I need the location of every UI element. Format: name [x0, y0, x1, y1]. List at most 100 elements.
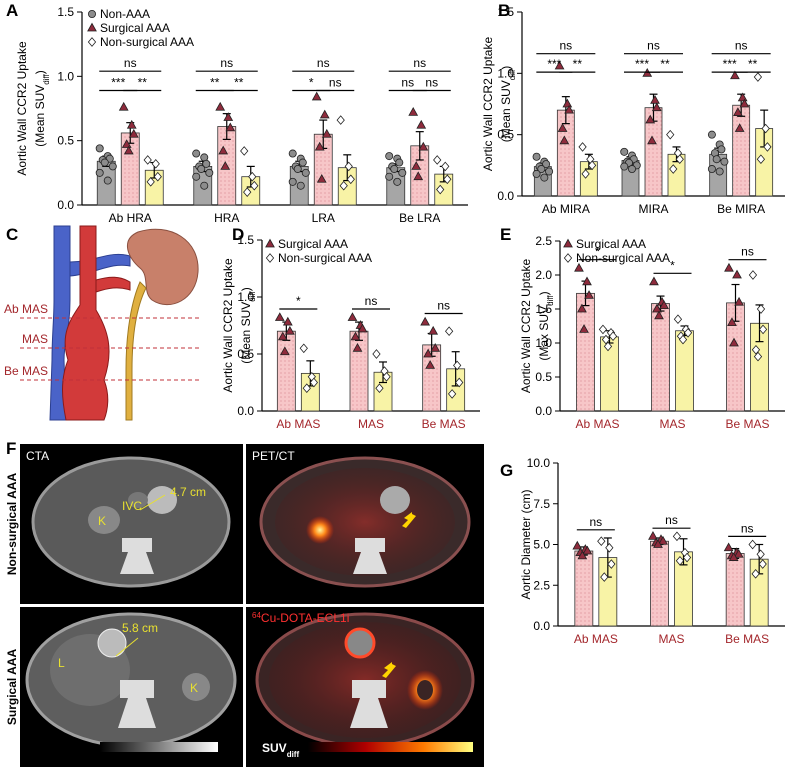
- data-point: [375, 383, 384, 394]
- data-point: [669, 164, 678, 174]
- data-point: [577, 303, 587, 313]
- data-point: [200, 181, 209, 190]
- data-point: [319, 109, 330, 119]
- data-point: [620, 147, 629, 156]
- y-axis-label-text: (Max SUV: [537, 306, 551, 361]
- data-point: [311, 91, 322, 101]
- data-point: [748, 539, 757, 550]
- data-point: [126, 119, 137, 129]
- data-point: [393, 177, 402, 186]
- y-axis-label-sub: diff: [546, 295, 555, 306]
- data-point: [598, 324, 608, 335]
- data-point: [645, 114, 656, 124]
- data-point: [274, 312, 285, 321]
- x-tick-label: Be MAS: [422, 417, 466, 431]
- y-axis-label: (Max SUVdiff): [537, 291, 555, 360]
- legend-marker: [87, 37, 97, 47]
- data-point: [597, 536, 606, 547]
- y-axis-label-end: ): [499, 66, 513, 70]
- data-point: [581, 169, 590, 179]
- data-point: [707, 165, 716, 174]
- data-point: [654, 310, 664, 320]
- y-tick-label: 1.0: [497, 66, 514, 80]
- data-point: [408, 107, 419, 116]
- data-point: [350, 331, 361, 341]
- y-tick-label: 1.0: [237, 290, 254, 304]
- panel-label: F: [6, 439, 16, 458]
- data-point: [753, 351, 763, 362]
- bar: [650, 540, 669, 627]
- data-point: [649, 276, 659, 286]
- data-point: [243, 187, 252, 197]
- legend-marker: [88, 9, 97, 18]
- data-point: [720, 157, 729, 166]
- significance-label: ***: [547, 57, 561, 71]
- data-point: [298, 158, 307, 167]
- significance-label: ns: [647, 39, 660, 53]
- data-point: [95, 168, 104, 177]
- significance-label: ***: [723, 57, 737, 71]
- significance-label: **: [748, 57, 758, 71]
- significance-label: ns: [413, 56, 426, 70]
- data-point: [128, 128, 139, 138]
- row-label: Non-surgical AAA: [5, 473, 19, 576]
- data-point: [739, 98, 750, 108]
- x-tick-label: Ab MAS: [276, 417, 320, 431]
- panel-label: B: [498, 1, 510, 20]
- y-tick-label: 1.0: [535, 336, 552, 350]
- significance-label: **: [138, 75, 148, 89]
- significance-label: ns: [589, 515, 602, 529]
- y-axis-label-text: Aortic Wall CCR2 Uptake: [481, 37, 495, 172]
- data-point: [288, 149, 297, 158]
- significance-label: *: [670, 258, 675, 272]
- x-tick-label: MAS: [659, 417, 685, 431]
- y-axis-label: (Mean SUVdiff): [499, 66, 517, 143]
- data-point: [293, 164, 302, 173]
- data-point: [336, 115, 345, 125]
- y-tick-label: 0.5: [237, 347, 254, 361]
- data-point: [347, 312, 358, 321]
- bar: [574, 550, 594, 627]
- data-point: [712, 155, 721, 164]
- legend-label: Surgical AAA: [576, 237, 646, 251]
- data-point: [647, 135, 657, 145]
- x-tick-label: Be MAS: [725, 632, 769, 646]
- data-point: [202, 159, 211, 168]
- data-point: [678, 334, 688, 345]
- data-point: [554, 60, 565, 70]
- y-axis-label: Aortic Wall CCR2 Uptake: [481, 37, 495, 172]
- data-point: [103, 176, 112, 185]
- y-tick-label: 0.5: [57, 134, 74, 148]
- significance-label: ***: [111, 75, 125, 89]
- data-point: [659, 300, 669, 309]
- data-point: [339, 180, 348, 191]
- data-point: [151, 159, 160, 169]
- significance-label: ns: [220, 56, 233, 70]
- data-point: [288, 177, 297, 186]
- x-tick-label: LRA: [312, 211, 335, 225]
- significance-label: ns: [329, 75, 342, 89]
- bar: [276, 330, 296, 412]
- data-point: [675, 555, 685, 566]
- data-point: [734, 296, 744, 306]
- y-axis-label-end: ): [33, 70, 47, 74]
- data-point: [413, 171, 424, 181]
- data-point: [443, 174, 452, 185]
- y-tick-label: 0.5: [497, 128, 514, 142]
- scan-images: [20, 444, 484, 767]
- legend-marker: [563, 238, 573, 248]
- data-point: [282, 316, 293, 326]
- data-point: [652, 303, 662, 313]
- panel-label: E: [500, 225, 511, 244]
- data-point: [95, 144, 104, 153]
- data-point: [608, 331, 618, 342]
- significance-label: *: [296, 294, 301, 308]
- y-axis-label-end: ): [239, 287, 253, 291]
- y-axis-label-text: (Mean SUV: [239, 302, 253, 364]
- row-label: Surgical AAA: [5, 649, 19, 726]
- bar: [675, 330, 694, 412]
- y-tick-label: 0.0: [497, 189, 514, 203]
- x-tick-label: MAS: [658, 632, 684, 646]
- y-tick-label: 1.0: [57, 69, 74, 83]
- legend-label: Surgical AAA: [100, 21, 170, 35]
